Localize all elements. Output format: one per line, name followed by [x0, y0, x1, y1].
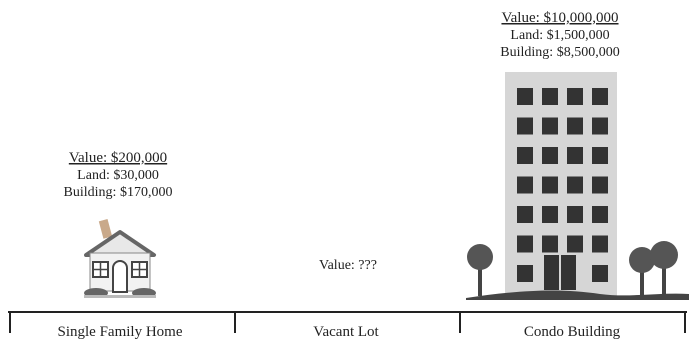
land: Land: $30,000 [77, 168, 159, 183]
window [517, 147, 533, 164]
window [542, 118, 558, 135]
window [592, 88, 608, 105]
window [567, 206, 583, 223]
window [542, 206, 558, 223]
window [592, 147, 608, 164]
category-label: Single Family Home [58, 324, 183, 339]
window [542, 147, 558, 164]
building: Building: $170,000 [64, 185, 173, 200]
window [567, 147, 583, 164]
condo-icon [466, 72, 689, 300]
window [567, 236, 583, 253]
window [517, 265, 533, 282]
window [542, 236, 558, 253]
window [517, 236, 533, 253]
window [592, 236, 608, 253]
window [542, 177, 558, 194]
window [592, 118, 608, 135]
window [517, 206, 533, 223]
value: Value: $200,000 [69, 150, 167, 166]
window [517, 88, 533, 105]
window [567, 118, 583, 135]
window [567, 177, 583, 194]
window [517, 177, 533, 194]
window [567, 88, 583, 105]
page: {"items": [ {"label": "Single Family Hom… [0, 0, 689, 339]
window [517, 118, 533, 135]
window [592, 177, 608, 194]
diagram: Value: $200,000 Land: $30,000 Building: … [0, 0, 689, 339]
window [592, 265, 608, 282]
value: Value: $10,000,000 [501, 10, 618, 26]
building: Building: $8,500,000 [500, 45, 619, 60]
land: Land: $1,500,000 [510, 28, 609, 43]
window [592, 206, 608, 223]
window [542, 88, 558, 105]
category-label: Vacant Lot [313, 324, 379, 339]
value: Value: ??? [319, 258, 377, 273]
house-icon [84, 219, 156, 298]
category-label: Condo Building [524, 324, 621, 339]
